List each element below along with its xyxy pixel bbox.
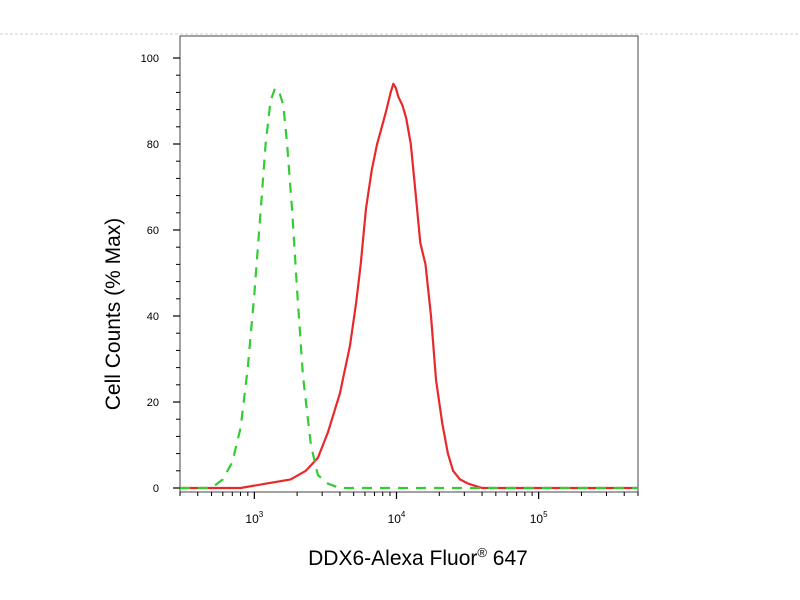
y-axis-title: Cell Counts (% Max) (102, 218, 125, 411)
y-tick-label: 100 (141, 53, 159, 65)
y-tick-label: 40 (147, 311, 159, 323)
x-tick-label-exponent: 3 (259, 510, 264, 519)
y-axis: 0 20 40 60 80 100 (141, 53, 180, 495)
y-tick-label: 60 (147, 225, 159, 237)
x-tick-label-exponent: 4 (401, 510, 406, 519)
x-tick-label-base: 10 (388, 512, 402, 526)
x-tick-label-exponent: 5 (543, 510, 548, 519)
x-tick-label: 105 (530, 510, 548, 526)
y-tick-label: 80 (147, 139, 159, 151)
x-axis-title-registered-mark: ® (477, 545, 487, 560)
x-tick-label-base: 10 (245, 512, 259, 526)
y-tick-label: 0 (153, 483, 159, 495)
x-tick-label: 103 (245, 510, 263, 526)
x-axis-title-suffix: 647 (487, 547, 528, 570)
histogram-series-2-line (180, 87, 638, 490)
x-axis: 103 104 105 (179, 492, 639, 526)
x-tick-label-base: 10 (530, 512, 544, 526)
plot-frame (179, 35, 639, 493)
y-tick-label: 20 (147, 397, 159, 409)
series-layer (180, 82, 638, 490)
x-axis-title-main: DDX6-Alexa Fluor (308, 547, 477, 570)
x-axis-title: DDX6-Alexa Fluor® 647 (308, 545, 528, 570)
x-tick-label: 104 (388, 510, 406, 526)
histogram-series-1-line (180, 82, 638, 490)
